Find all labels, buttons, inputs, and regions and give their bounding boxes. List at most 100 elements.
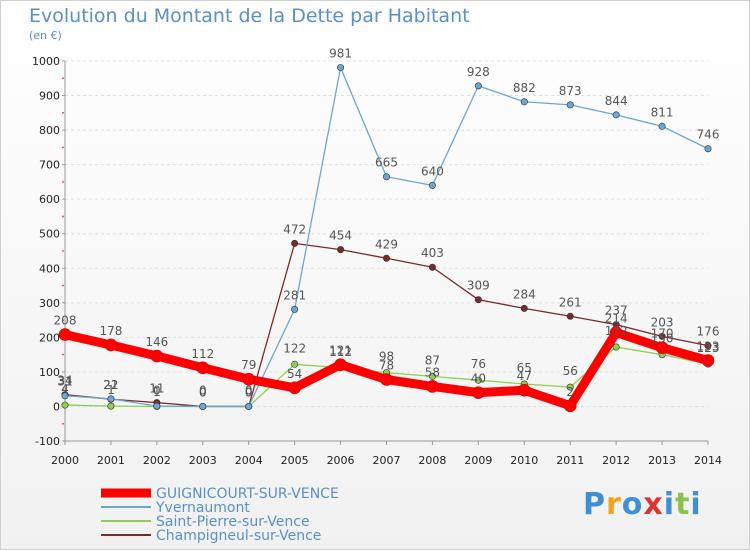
data-point [612,111,620,119]
y-minor-tick [62,422,64,425]
data-point [334,358,347,371]
x-tick-label: 2011 [556,454,584,467]
data-label: 31 [57,375,72,389]
legend-label-2: Yvernaumont [155,500,250,516]
axis-layer: -100010020030040050060070080090010002000… [32,55,722,467]
logo-letter: i [663,487,676,522]
logo-letter: P [583,487,606,522]
data-point [382,173,390,181]
data-label: 54 [287,367,302,381]
y-minor-tick [62,250,64,252]
data-point [199,402,207,410]
data-label: 665 [375,156,398,170]
data-label: 76 [471,357,486,371]
data-label: 1 [153,385,161,399]
data-point [61,392,69,400]
x-tick-label: 2010 [510,454,538,467]
data-point [153,402,161,410]
y-minor-tick [62,319,64,321]
y-minor-tick [62,353,64,356]
data-label: 284 [513,287,536,301]
data-label: 472 [283,222,306,236]
data-label: 0 [245,385,253,399]
logo-letter: o [621,487,644,522]
y-axis-label: (en €) [29,29,62,42]
y-minor-tick [62,215,64,218]
data-point [337,64,345,72]
logo-letter: i [690,487,702,522]
data-label: 0 [153,383,161,397]
logo-letter: r [606,487,622,522]
data-label: 170 [651,327,674,341]
y-tick-label: 700 [39,159,60,172]
data-point [566,312,574,320]
data-point [704,145,712,153]
y-tick-label: -100 [35,435,60,448]
y-tick-label: 100 [39,366,60,379]
y-tick-label: 1000 [32,55,60,68]
data-label: 0 [245,383,253,397]
data-point [612,343,620,351]
data-point [520,304,528,312]
data-point [337,246,345,254]
data-point [472,386,485,399]
data-label: 2 [566,385,574,399]
data-point [566,101,574,109]
legend-label-3: Saint-Pierre-sur-Vence [156,514,310,530]
legend-label-1: GUIGNICOURT-SUR-VENCE [156,486,339,502]
x-tick-label: 2006 [327,454,355,467]
data-label: 0 [199,385,207,399]
data-point [58,328,72,341]
y-minor-tick [62,284,64,287]
x-tick-label: 2005 [281,454,309,467]
data-label: 640 [421,164,444,178]
data-point [517,383,531,397]
data-point [107,395,115,403]
data-label: 844 [605,94,628,108]
y-tick-label: 300 [39,297,60,310]
data-label: 746 [697,128,720,142]
data-point [242,372,256,386]
data-point [382,254,390,262]
data-label: 98 [379,350,394,364]
x-tick-label: 2004 [235,454,263,467]
data-label: 78 [379,359,394,373]
data-label: 1 [107,383,115,397]
x-tick-label: 2014 [694,454,722,467]
data-label: 309 [467,279,490,293]
x-tick-label: 2002 [143,454,171,467]
x-tick-label: 2001 [97,454,125,467]
data-label: 47 [517,369,532,383]
y-tick-label: 400 [39,262,60,275]
y-minor-tick [62,388,64,391]
data-point [380,373,393,386]
data-label: 21 [103,378,118,392]
x-tick-label: 2003 [189,454,217,467]
series-layer [58,64,715,413]
data-label: 981 [329,47,352,61]
data-point [245,402,253,410]
data-point [428,372,436,380]
data-label: 40 [471,372,486,386]
x-tick-label: 2008 [418,454,446,467]
data-point [428,263,436,271]
data-point [474,82,482,90]
data-label: 178 [99,324,122,338]
chart-title: Evolution du Montant de la Dette par Hab… [29,5,470,27]
legend: GUIGNICOURT-SUR-VENCEYvernaumontSaint-Pi… [101,486,339,544]
data-label: 87 [425,353,440,367]
y-tick-label: 500 [39,228,60,241]
data-label: 11 [149,382,164,396]
data-label: 58 [425,365,440,379]
data-point [701,354,715,367]
y-minor-tick [62,77,64,80]
data-point [655,341,669,355]
logo-letter: t [675,487,691,522]
data-label: 403 [421,246,444,260]
data-point [196,361,210,375]
x-tick-label: 2013 [648,454,676,467]
data-point [474,376,482,384]
